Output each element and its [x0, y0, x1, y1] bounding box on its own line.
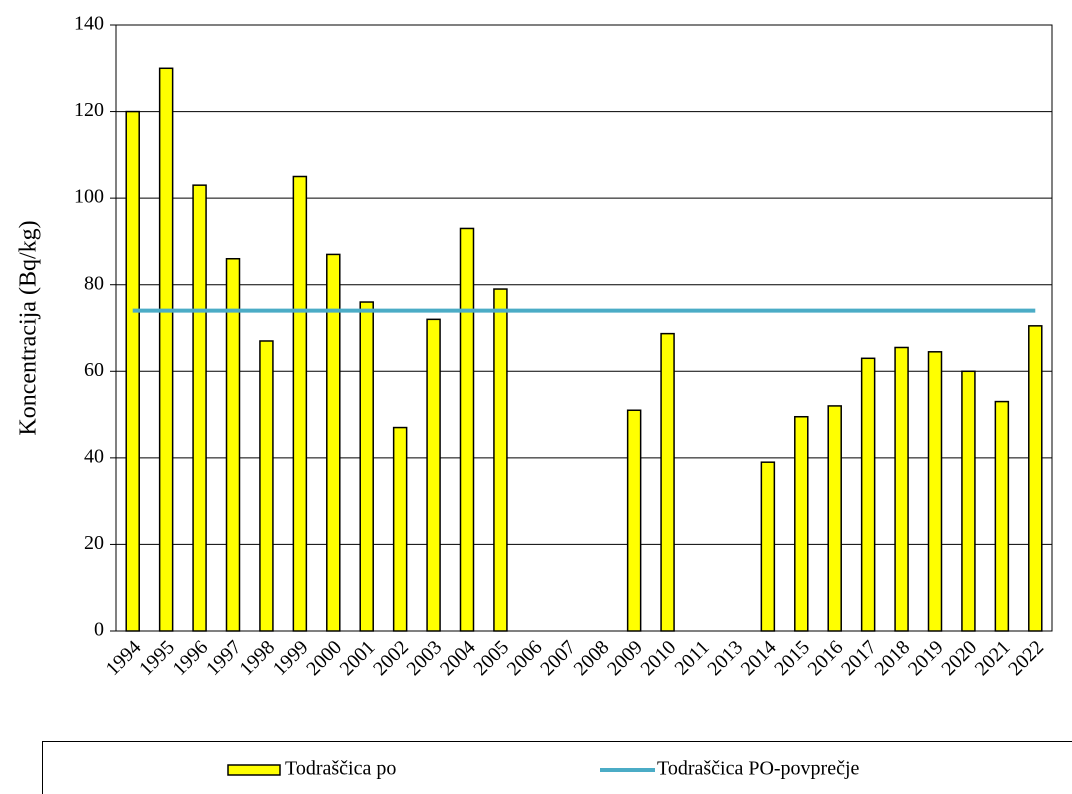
bar	[1028, 325, 1043, 632]
bar	[125, 110, 140, 632]
x-tick-label: 2022	[1004, 636, 1048, 680]
bar	[994, 400, 1010, 632]
bar	[894, 346, 909, 632]
bar	[192, 184, 207, 632]
bar	[359, 301, 374, 632]
x-tick-label: 2004	[436, 636, 480, 680]
x-tick-label: 2018	[871, 636, 915, 680]
x-tick-label: 2010	[637, 636, 681, 680]
y-tick-label: 80	[84, 272, 104, 294]
x-tick-label: 2014	[737, 636, 781, 680]
bar	[225, 257, 241, 632]
x-tick-label: 2015	[770, 636, 814, 680]
bar	[860, 357, 876, 632]
x-tick-label: 2019	[904, 636, 948, 680]
y-axis-label: Koncentracija (Bq/kg)	[16, 220, 42, 435]
x-tick-label: 2000	[302, 636, 346, 680]
y-tick-label: 120	[74, 99, 104, 121]
y-tick-label: 20	[84, 532, 104, 554]
bar	[493, 288, 508, 632]
legend-label: Todraščica po	[285, 758, 396, 780]
x-tick-label: 2007	[536, 636, 580, 680]
x-tick-label: 2001	[336, 636, 380, 680]
plot-border	[115, 24, 1053, 632]
x-tick-label: 2013	[703, 636, 747, 680]
bar	[927, 351, 943, 632]
x-tick-label: 2008	[570, 636, 614, 680]
x-tick-label: 2002	[369, 636, 413, 680]
x-tick-label: 2005	[469, 636, 513, 680]
y-tick-label: 140	[74, 13, 104, 35]
x-tick-label: 1998	[235, 636, 279, 680]
bar	[760, 461, 776, 632]
bar	[326, 253, 341, 632]
bar	[626, 409, 642, 632]
x-tick-label: 2021	[971, 636, 1015, 680]
bar	[794, 415, 809, 632]
y-tick-label: 60	[84, 359, 104, 381]
x-tick-label: 1996	[169, 636, 213, 680]
x-tick-label: 2006	[503, 636, 547, 680]
x-tick-label: 2017	[837, 636, 881, 680]
x-tick-label: 2016	[804, 636, 848, 680]
y-tick-label: 0	[94, 619, 104, 641]
x-tick-label: 2011	[670, 636, 713, 679]
bar	[459, 227, 475, 632]
y-tick-label: 40	[84, 445, 104, 467]
bar	[827, 405, 842, 632]
bar	[660, 332, 675, 632]
bar	[292, 175, 308, 632]
x-tick-label: 2009	[603, 636, 647, 680]
y-tick-label: 100	[74, 186, 104, 208]
bar	[392, 426, 408, 632]
x-tick-label: 1997	[202, 636, 246, 680]
legend-box	[42, 741, 1072, 794]
bar	[961, 370, 976, 632]
x-tick-label: 2003	[403, 636, 447, 680]
bar	[158, 67, 174, 632]
legend-swatch	[227, 764, 281, 776]
legend-label: Todraščica PO-povprečje	[657, 758, 860, 780]
x-tick-label: 1999	[269, 636, 313, 680]
x-tick-label: 2020	[937, 636, 981, 680]
x-tick-label: 1995	[135, 636, 179, 680]
bar	[259, 340, 274, 632]
x-tick-label: 1994	[102, 636, 146, 680]
bar	[426, 318, 441, 632]
